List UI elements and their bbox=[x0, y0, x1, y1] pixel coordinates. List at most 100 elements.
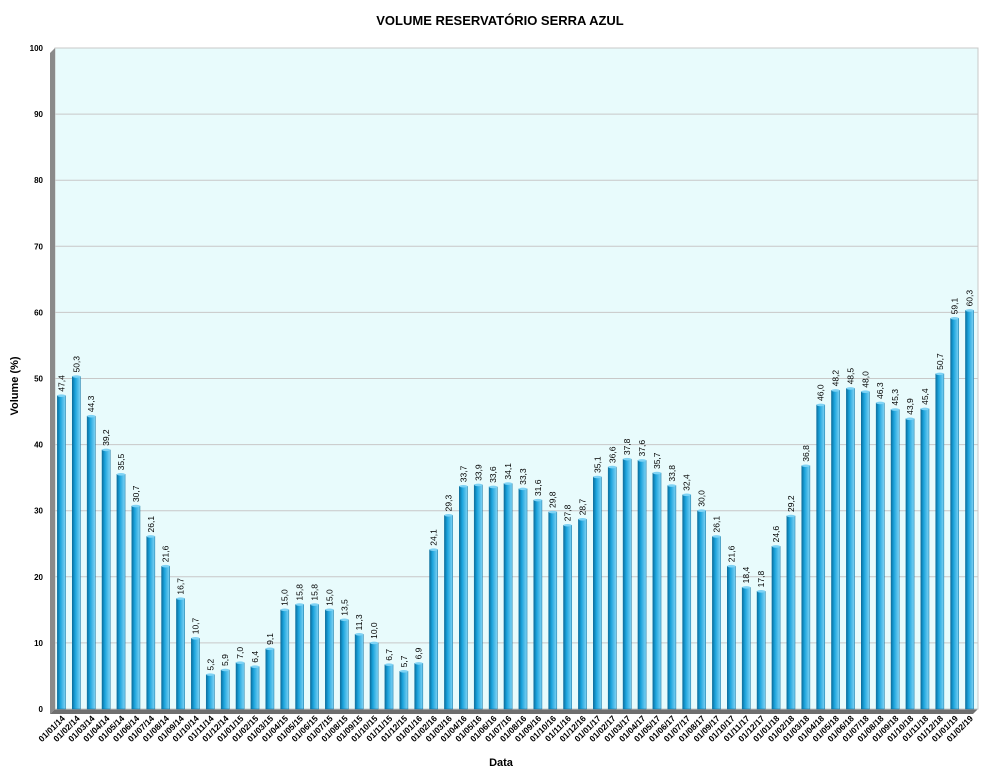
y-tick-label: 50 bbox=[34, 375, 43, 384]
data-label: 9,1 bbox=[265, 633, 275, 645]
bar-top bbox=[161, 564, 170, 568]
bar bbox=[414, 663, 424, 710]
data-label: 15,0 bbox=[280, 589, 290, 606]
bar bbox=[116, 474, 126, 710]
bar-top bbox=[72, 375, 81, 378]
data-label: 24,1 bbox=[429, 529, 439, 546]
bar bbox=[846, 388, 855, 710]
data-label: 26,1 bbox=[711, 516, 721, 533]
bar bbox=[354, 634, 364, 710]
bar-top bbox=[489, 485, 498, 489]
bar-top bbox=[965, 309, 974, 312]
bar-top bbox=[57, 394, 66, 397]
bar bbox=[429, 549, 438, 710]
bar bbox=[295, 604, 304, 710]
bar-top bbox=[295, 603, 304, 606]
bar-top bbox=[757, 590, 766, 593]
data-label: 36,8 bbox=[801, 445, 811, 462]
bar-top bbox=[816, 403, 825, 407]
y-tick-label: 90 bbox=[34, 110, 43, 119]
bar-top bbox=[399, 670, 408, 673]
data-label: 45,3 bbox=[890, 389, 900, 406]
data-label: 60,3 bbox=[965, 290, 975, 307]
bar-top bbox=[935, 372, 944, 376]
bar-top bbox=[429, 548, 438, 551]
bar bbox=[920, 408, 930, 710]
bar bbox=[950, 318, 960, 710]
data-label: 21,6 bbox=[726, 545, 736, 562]
data-label: 44,3 bbox=[86, 395, 96, 412]
data-label: 30,0 bbox=[697, 490, 707, 507]
data-label: 28,7 bbox=[577, 498, 587, 515]
bar bbox=[205, 674, 215, 710]
bar bbox=[86, 415, 96, 710]
bar bbox=[652, 472, 662, 710]
bar-top bbox=[250, 665, 260, 668]
data-label: 48,2 bbox=[831, 370, 841, 387]
data-label: 29,3 bbox=[444, 495, 454, 512]
bar bbox=[310, 604, 319, 710]
bar-top bbox=[682, 493, 691, 497]
bar bbox=[875, 402, 885, 710]
bar-top bbox=[786, 514, 796, 518]
bar bbox=[518, 488, 528, 710]
data-label: 17,8 bbox=[756, 571, 766, 588]
bar-top bbox=[563, 523, 572, 527]
data-label: 27,8 bbox=[563, 504, 573, 521]
data-label: 5,9 bbox=[220, 654, 230, 666]
bar-top bbox=[905, 417, 915, 421]
data-label: 47,4 bbox=[56, 375, 66, 392]
bar bbox=[71, 376, 81, 710]
bar bbox=[905, 418, 915, 710]
data-label: 18,4 bbox=[741, 567, 751, 584]
data-label: 6,9 bbox=[414, 647, 424, 659]
bar bbox=[771, 546, 781, 710]
data-label: 6,4 bbox=[250, 651, 260, 663]
bar bbox=[384, 664, 394, 710]
data-label: 21,6 bbox=[161, 545, 171, 562]
bar-top bbox=[518, 487, 528, 491]
bar bbox=[801, 465, 811, 710]
bar bbox=[191, 638, 200, 710]
bar bbox=[57, 395, 66, 710]
bar-top bbox=[340, 618, 349, 622]
bar-top bbox=[831, 389, 840, 392]
bar-top bbox=[801, 464, 810, 468]
bar bbox=[756, 591, 766, 710]
y-axis-wall bbox=[50, 48, 55, 714]
bar-top bbox=[325, 608, 334, 612]
bar-top bbox=[102, 448, 111, 452]
bar-top bbox=[697, 509, 706, 512]
chart-title: VOLUME RESERVATÓRIO SERRA AZUL bbox=[376, 13, 624, 28]
data-label: 50,3 bbox=[71, 356, 81, 373]
bar bbox=[235, 662, 245, 710]
data-label: 48,0 bbox=[860, 371, 870, 388]
bar bbox=[399, 671, 409, 710]
bar-top bbox=[950, 317, 959, 320]
data-label: 16,7 bbox=[176, 578, 186, 595]
data-label: 15,8 bbox=[295, 584, 305, 601]
bar bbox=[176, 598, 185, 710]
bar-top bbox=[146, 535, 155, 538]
bar-top bbox=[221, 668, 230, 672]
bar bbox=[637, 460, 647, 710]
bar bbox=[965, 310, 974, 710]
bar bbox=[369, 642, 379, 710]
data-label: 31,6 bbox=[533, 479, 543, 496]
bar-top bbox=[474, 483, 483, 487]
y-tick-label: 100 bbox=[30, 44, 44, 53]
bar-top bbox=[891, 408, 900, 411]
bar-top bbox=[503, 482, 513, 485]
bar-top bbox=[369, 641, 379, 645]
bar-top bbox=[533, 498, 542, 502]
bar-top bbox=[593, 475, 602, 479]
bar bbox=[444, 515, 453, 710]
data-label: 48,5 bbox=[845, 368, 855, 385]
y-tick-label: 80 bbox=[34, 176, 43, 185]
data-label: 7,0 bbox=[235, 647, 245, 659]
bar bbox=[250, 666, 260, 710]
data-label: 50,7 bbox=[935, 353, 945, 370]
bar bbox=[161, 565, 170, 710]
bar bbox=[459, 485, 468, 710]
data-label: 37,8 bbox=[622, 438, 632, 455]
